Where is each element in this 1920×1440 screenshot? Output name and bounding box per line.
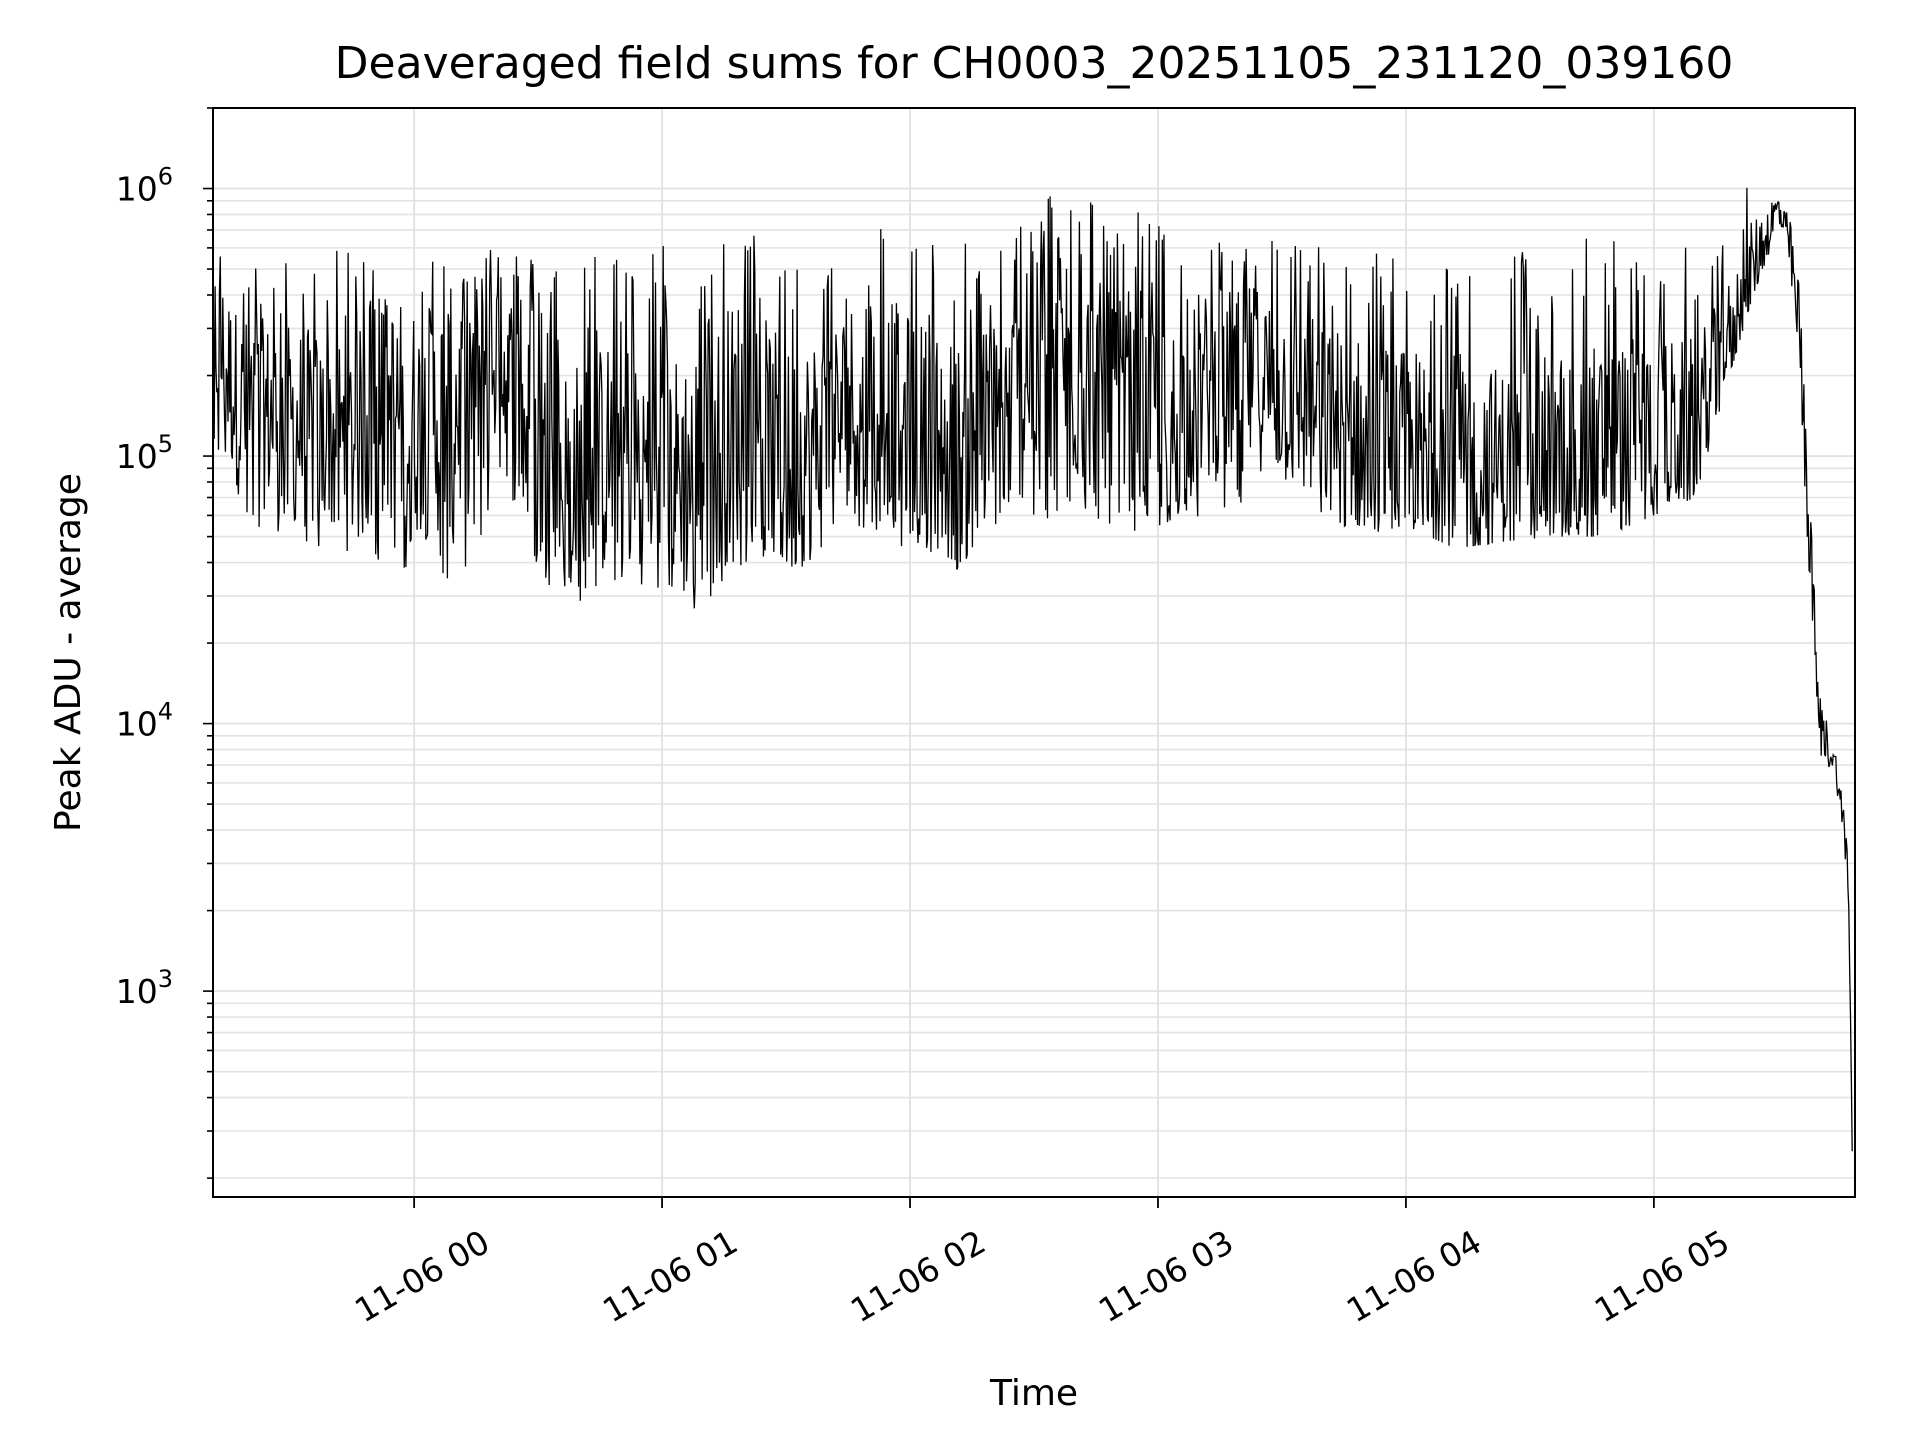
y-tick-exponent: 5 [158, 430, 173, 458]
y-tick-label: 104 [116, 698, 173, 744]
plot-frame [212, 107, 1856, 1198]
y-tick-label: 106 [116, 163, 173, 209]
y-tick-exponent: 6 [158, 163, 173, 191]
y-tick-base: 10 [116, 437, 158, 476]
y-tick-base: 10 [116, 170, 158, 209]
y-tick-exponent: 4 [158, 698, 173, 726]
y-tick-label: 103 [116, 965, 173, 1011]
y-tick-exponent: 3 [158, 965, 173, 993]
chart-title: Deaveraged field sums for CH0003_2025110… [335, 38, 1734, 89]
y-tick-label: 105 [116, 430, 173, 476]
series-layer [213, 187, 1853, 1152]
x-axis-label: Time [989, 1373, 1078, 1414]
y-tick-base: 10 [116, 705, 158, 744]
y-tick-base: 10 [116, 972, 158, 1011]
series-line-0 [213, 187, 1853, 1152]
y-axis-label: Peak ADU - average [48, 473, 89, 832]
